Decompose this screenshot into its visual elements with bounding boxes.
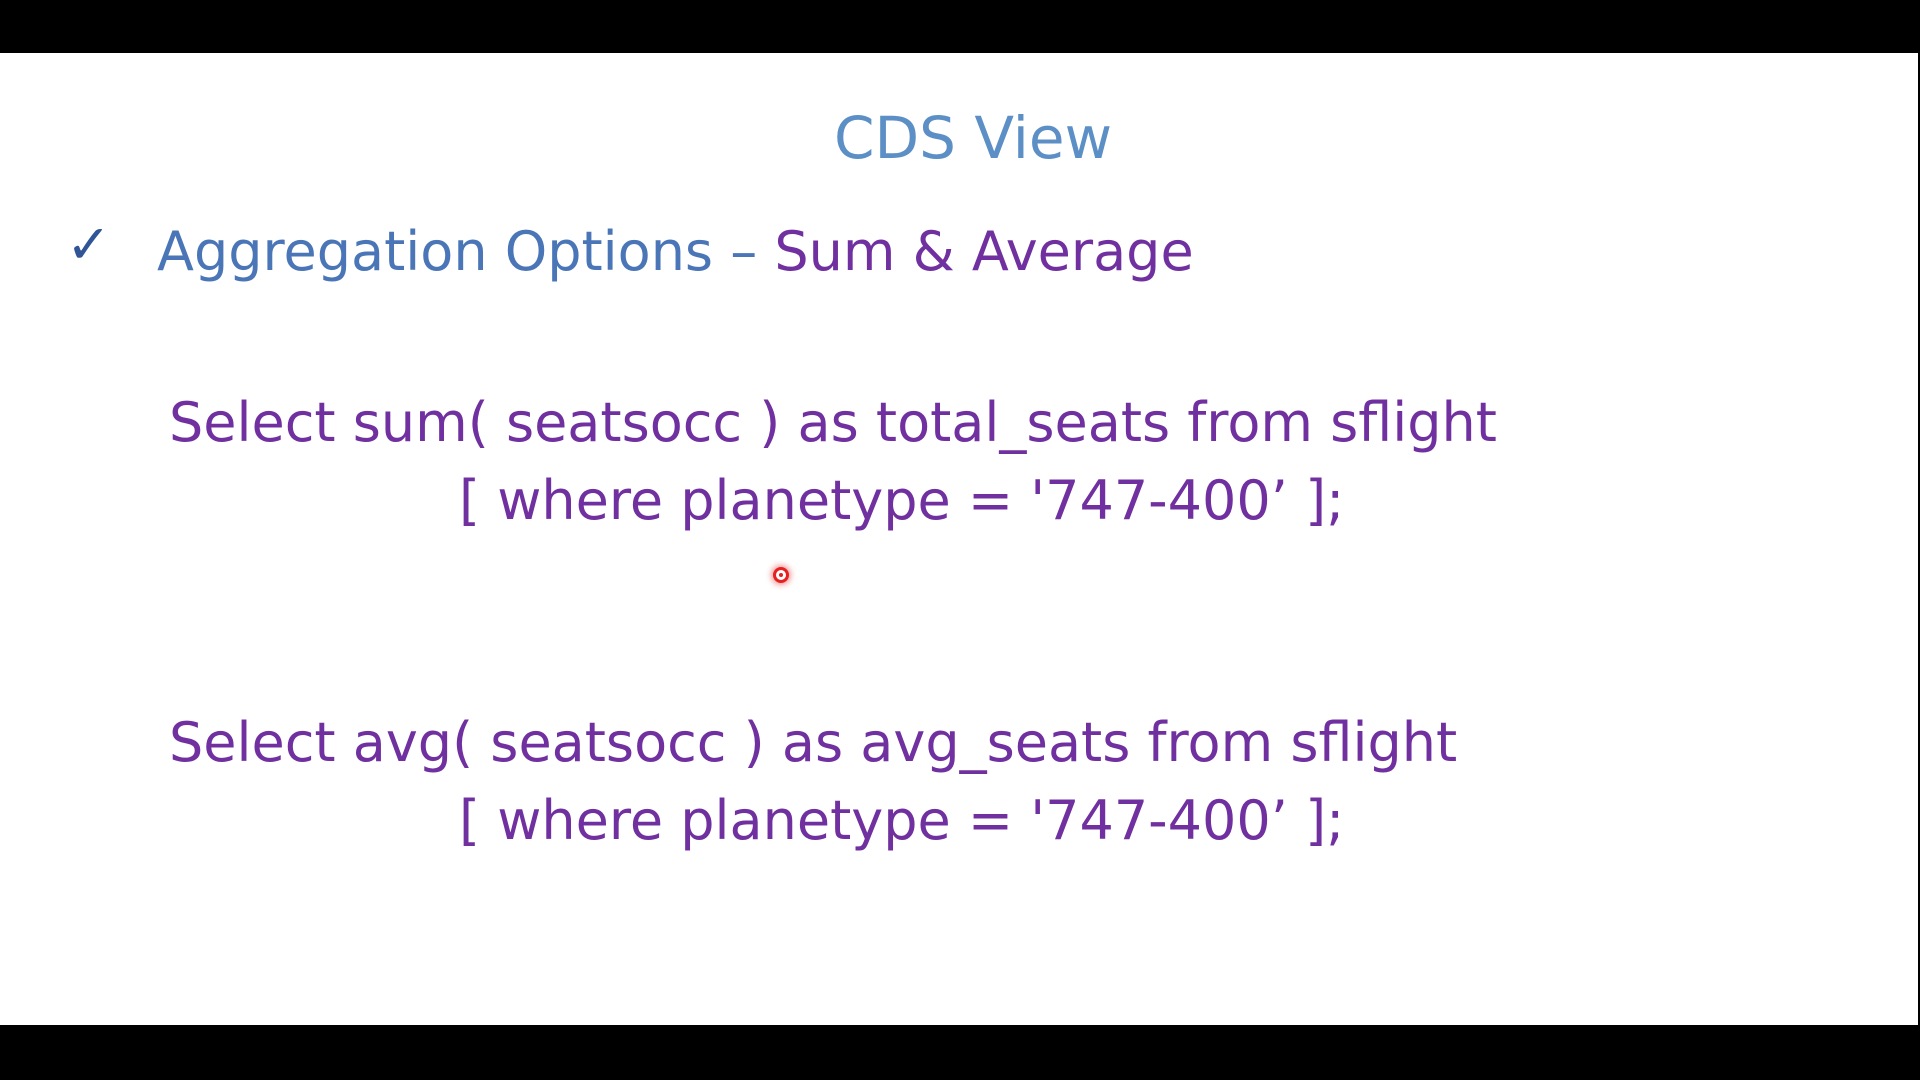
slide-title: CDS View <box>833 104 1113 172</box>
presentation-slide: CDS View ✓ Aggregation Options – Sum & A… <box>0 53 1918 1025</box>
slide-heading: Aggregation Options – Sum & Average <box>157 217 1194 287</box>
code-line-avg-select: Select avg( seatsocc ) as avg_seats from… <box>169 711 1458 774</box>
letterbox-top <box>0 0 1920 53</box>
code-line-sum-select: Select sum( seatsocc ) as total_seats fr… <box>169 391 1497 454</box>
letterbox-bottom <box>0 1025 1920 1080</box>
checkmark-icon: ✓ <box>66 213 112 276</box>
heading-text-purple: Sum & Average <box>774 220 1194 283</box>
heading-text-blue: Aggregation Options – <box>157 220 775 283</box>
laser-pointer-icon <box>773 567 789 583</box>
code-line-sum-where: [ where planetype = '747-400’ ]; <box>459 469 1345 532</box>
code-line-avg-where: [ where planetype = '747-400’ ]; <box>459 789 1345 852</box>
slide-right-edge <box>1918 53 1920 1025</box>
